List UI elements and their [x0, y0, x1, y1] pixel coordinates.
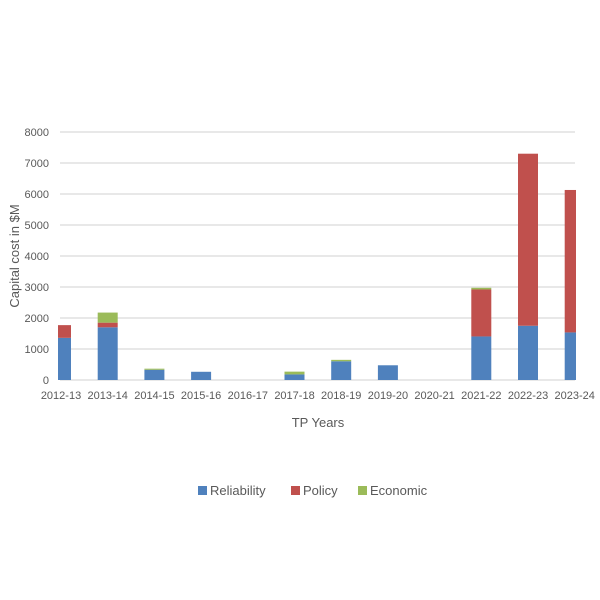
bar-reliability-2013-14: [97, 327, 118, 380]
bar-reliability-2023-24: [564, 332, 576, 380]
bar-reliability-2017-18: [284, 374, 305, 380]
bar-reliability-2019-20: [377, 365, 398, 380]
y-tick-label: 6000: [25, 189, 49, 201]
x-tick-label: 2021-22: [461, 390, 501, 402]
y-tick-label: 0: [43, 375, 49, 387]
bar-reliability-2018-19: [331, 361, 352, 380]
x-tick-label: 2012-13: [41, 390, 81, 402]
x-tick-label: 2013-14: [88, 390, 128, 402]
y-tick-label: 8000: [25, 127, 49, 139]
y-axis-label: Capital cost in $M: [7, 204, 22, 307]
x-tick-label: 2016-17: [228, 390, 268, 402]
x-tick-label: 2019-20: [368, 390, 408, 402]
legend-label-reliability: Reliability: [210, 483, 266, 498]
x-axis-label: TP Years: [292, 415, 345, 430]
y-tick-label: 1000: [25, 344, 49, 356]
x-tick-label: 2018-19: [321, 390, 361, 402]
bar-reliability-2014-15: [144, 369, 165, 380]
bar-reliability-2012-13: [58, 337, 71, 380]
x-tick-label: 2014-15: [134, 390, 174, 402]
y-tick-label: 7000: [25, 158, 49, 170]
y-tick-label: 5000: [25, 220, 49, 232]
legend-swatch-reliability: [198, 486, 207, 495]
legend-swatch-economic: [358, 486, 367, 495]
bar-reliability-2021-22: [471, 336, 492, 380]
bar-policy-2022-23: [518, 153, 538, 326]
y-tick-label: 4000: [25, 251, 49, 263]
bar-policy-2013-14: [97, 322, 118, 328]
bar-policy-2021-22: [471, 289, 492, 337]
bar-economic-2017-18: [284, 371, 305, 375]
bar-policy-2012-13: [58, 325, 71, 338]
bar-economic-2021-22: [471, 287, 492, 290]
legend-label-policy: Policy: [303, 483, 338, 498]
x-tick-label: 2015-16: [181, 390, 221, 402]
bar-reliability-2022-23: [518, 325, 538, 380]
x-tick-label: 2022-23: [508, 390, 548, 402]
bar-economic-2014-15: [144, 368, 165, 370]
bar-reliability-2015-16: [191, 371, 212, 380]
x-tick-label: 2017-18: [274, 390, 314, 402]
y-tick-label: 3000: [25, 282, 49, 294]
bar-policy-2023-24: [564, 189, 576, 333]
bar-economic-2013-14: [97, 312, 118, 323]
x-tick-label: 2023-24: [555, 390, 595, 402]
bar-economic-2018-19: [331, 359, 352, 362]
legend-swatch-policy: [291, 486, 300, 495]
legend-label-economic: Economic: [370, 483, 428, 498]
x-tick-label: 2020-21: [414, 390, 454, 402]
y-tick-label: 2000: [25, 313, 49, 325]
